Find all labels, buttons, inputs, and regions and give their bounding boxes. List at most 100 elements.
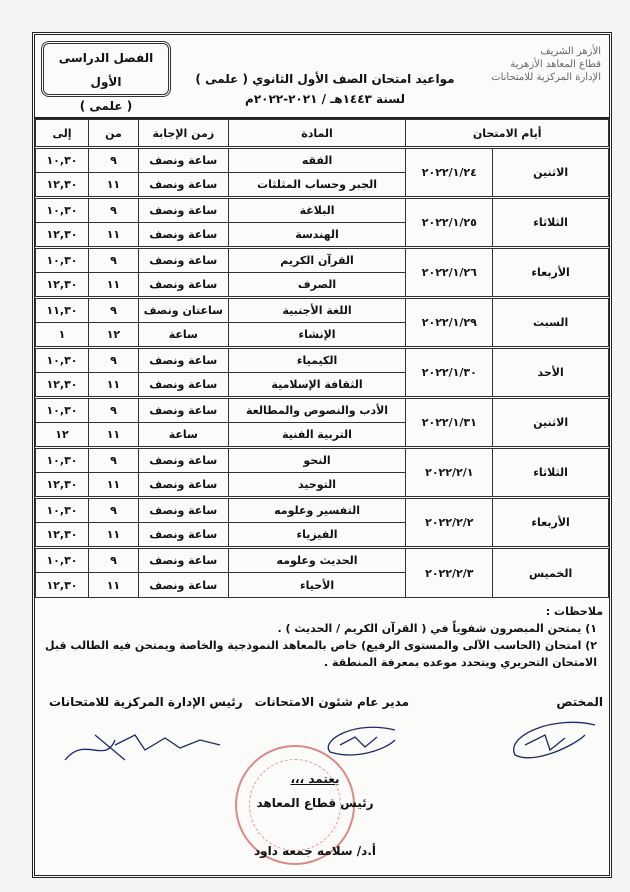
- term-label: الفصل الدراسى الأول: [58, 51, 154, 89]
- exam-date: ٢٠٢٢/١/٢٦: [405, 246, 494, 298]
- note-item: ١) يمتحن المبصرون شفوياً في ( القرآن الك…: [277, 622, 597, 635]
- start-time: ٩: [88, 146, 139, 173]
- approval-role: رئيس قطاع المعاهد: [256, 796, 374, 810]
- organization-logo-text: الأزهر الشريف قطاع المعاهد الأزهرية الإد…: [491, 45, 601, 84]
- start-time: ٩: [88, 446, 139, 473]
- duration: ساعة: [137, 322, 229, 348]
- end-time: ١٠,٣٠: [35, 496, 89, 523]
- subject: الثقافة الإسلامية: [227, 372, 407, 398]
- signature-title-head: رئيس الإدارة المركزية للامتحانات: [49, 695, 243, 709]
- duration: ساعة ونصف: [137, 222, 229, 248]
- signature-title-director: مدير عام شئون الامتحانات: [254, 695, 409, 709]
- table-row: الصرف ساعة ونصف ١١ ١٢,٣٠: [35, 272, 609, 298]
- document-frame: الأزهر الشريف قطاع المعاهد الأزهرية الإد…: [32, 32, 612, 878]
- exam-day: الثلاثاء: [492, 196, 609, 248]
- exam-day: الأربعاء: [492, 246, 609, 298]
- end-time: ١٠,٣٠: [35, 146, 89, 173]
- column-header-from: من: [88, 119, 139, 148]
- start-time: ٩: [88, 296, 139, 323]
- start-time: ١١: [88, 172, 139, 198]
- subject: الفيزياء: [227, 522, 407, 548]
- start-time: ١٢: [88, 322, 139, 348]
- end-time: ١٠,٣٠: [35, 446, 89, 473]
- exam-date: ٢٠٢٢/١/٢٤: [405, 146, 494, 198]
- duration: ساعة ونصف: [137, 246, 229, 273]
- term-box: الفصل الدراسى الأول ( علمى ): [41, 41, 171, 113]
- org-line: قطاع المعاهد الأزهرية: [510, 59, 601, 70]
- end-time: ١٢,٣٠: [35, 472, 89, 498]
- start-time: ١١: [88, 472, 139, 498]
- end-time: ١٠,٣٠: [35, 196, 89, 223]
- exam-day: الخميس: [492, 546, 609, 598]
- exam-day: الأحد: [492, 346, 609, 398]
- duration: ساعة ونصف: [137, 472, 229, 498]
- start-time: ٩: [88, 196, 139, 223]
- duration: ساعة ونصف: [137, 196, 229, 223]
- subject: الكيمياء: [227, 346, 407, 373]
- exam-day: الاثنين: [492, 146, 609, 198]
- org-line: الأزهر الشريف: [540, 46, 601, 57]
- duration: ساعة ونصف: [137, 396, 229, 423]
- end-time: ١٠,٣٠: [35, 396, 89, 423]
- table-row: الفيزياء ساعة ونصف ١١ ١٢,٣٠: [35, 522, 609, 548]
- duration: ساعة ونصف: [137, 372, 229, 398]
- end-time: ١٢,٣٠: [35, 272, 89, 298]
- end-time: ١٢: [35, 422, 89, 448]
- end-time: ١٠,٣٠: [35, 346, 89, 373]
- table-row: الأربعاء ٢٠٢٢/٢/٢ التفسير وعلومه ساعة ونصف ٩…: [35, 496, 609, 548]
- table-row: الأربعاء ٢٠٢٢/١/٢٦ القرآن الكريم ساعة ونصف ٩…: [35, 246, 609, 298]
- exam-date: ٢٠٢٢/١/٣٠: [405, 346, 494, 398]
- subject: الحديث وعلومه: [227, 546, 407, 573]
- end-time: ١٠,٣٠: [35, 246, 89, 273]
- approval-label: يعتمد ،،،: [290, 772, 340, 786]
- start-time: ٩: [88, 546, 139, 573]
- academic-year: لسنة ١٤٤٣هـ / ٢٠٢١-٢٠٢٢م: [245, 92, 405, 106]
- start-time: ١١: [88, 222, 139, 248]
- start-time: ١١: [88, 272, 139, 298]
- exam-day: الثلاثاء: [492, 446, 609, 498]
- table-row: الأحياء ساعة ونصف ١١ ١٢,٣٠: [35, 572, 609, 598]
- exam-day: السبت: [492, 296, 609, 348]
- subject: الفقه: [227, 146, 407, 173]
- table-row: الأحد ٢٠٢٢/١/٣٠ الكيمياء ساعة ونصف ٩ ١٠,٣٠: [35, 346, 609, 398]
- subject: الهندسة: [227, 222, 407, 248]
- start-time: ٩: [88, 396, 139, 423]
- table-row: الخميس ٢٠٢٢/٢/٣ الحديث وعلومه ساعة ونصف ٩ ١٠,…: [35, 546, 609, 598]
- exam-date: ٢٠٢٢/٢/٢: [405, 496, 494, 548]
- subject: الصرف: [227, 272, 407, 298]
- exam-day: الاثنين: [492, 396, 609, 448]
- duration: ساعة ونصف: [137, 146, 229, 173]
- table-header-row: أيام الامتحان المادة زمن الإجابة من إلى: [35, 119, 609, 148]
- duration: ساعة ونصف: [137, 346, 229, 373]
- approval-block: يعتمد ،،، رئيس قطاع المعاهد أ.د/ سلامه ج…: [215, 767, 415, 863]
- table-row: الجبر وحساب المثلثات ساعة ونصف ١١ ١٢,٣٠: [35, 172, 609, 198]
- signature-head: [64, 734, 221, 761]
- duration: ساعة ونصف: [137, 446, 229, 473]
- end-time: ١١,٣٠: [35, 296, 89, 323]
- start-time: ١١: [88, 372, 139, 398]
- document-header: الأزهر الشريف قطاع المعاهد الأزهرية الإد…: [35, 35, 609, 119]
- subject: التوحيد: [227, 472, 407, 498]
- subject: التفسير وعلومه: [227, 496, 407, 523]
- notes-heading: ملاحظات :: [545, 605, 603, 618]
- exam-day: الأربعاء: [492, 496, 609, 548]
- table-row: الاثنين ٢٠٢٢/١/٣١ الأدب والنصوص والمطالعة س…: [35, 396, 609, 448]
- column-header-duration: زمن الإجابة: [137, 119, 229, 148]
- column-header-days: أيام الامتحان: [405, 119, 609, 148]
- subject: التربية الفنية: [227, 422, 407, 448]
- duration: ساعة: [137, 422, 229, 448]
- subject: الأدب والنصوص والمطالعة: [227, 396, 407, 423]
- branch-label: ( علمى ): [79, 99, 133, 113]
- exam-date: ٢٠٢٢/١/٢٩: [405, 296, 494, 348]
- page-title: مواعيد امتحان الصف الأول الثانوي ( علمى …: [195, 69, 455, 109]
- start-time: ١١: [88, 522, 139, 548]
- end-time: ١٢,٣٠: [35, 222, 89, 248]
- column-header-to: إلى: [35, 119, 89, 148]
- note-item: ٢) امتحان (الحاسب الآلى والمستوى الرفيع)…: [45, 639, 597, 669]
- notes-section: ملاحظات : ١) يمتحن المبصرون شفوياً في ( …: [37, 603, 603, 671]
- duration: ساعتان ونصف: [137, 296, 229, 323]
- subject: القرآن الكريم: [227, 246, 407, 273]
- duration: ساعة ونصف: [137, 272, 229, 298]
- approval-name: أ.د/ سلامه جمعه داود: [254, 844, 376, 858]
- subject: الإنشاء: [227, 322, 407, 348]
